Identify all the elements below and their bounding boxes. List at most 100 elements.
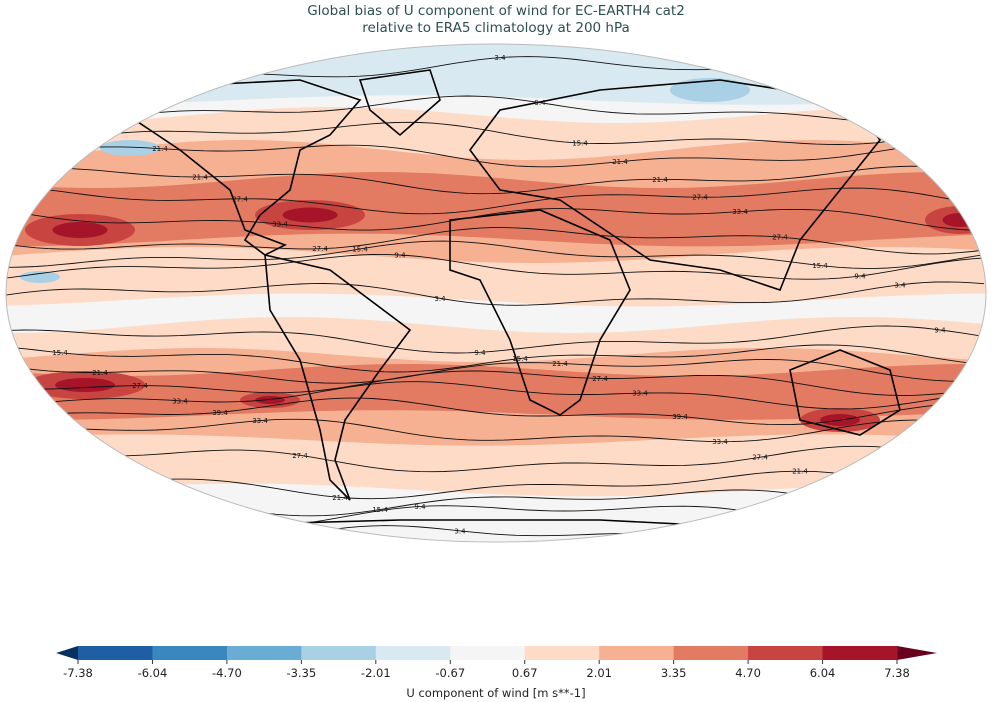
contour-line [6, 121, 985, 149]
colorbar-segment [524, 646, 600, 660]
contour-line [6, 370, 985, 396]
contour-label: 9.4 [934, 326, 946, 334]
contour-label: 15.4 [52, 349, 68, 357]
coastline-eurasia [469, 79, 882, 291]
colorbar-tick-label: -7.38 [63, 666, 93, 680]
bias-patch-max [282, 207, 338, 223]
contour-line [6, 397, 984, 426]
chart-title: Global bias of U component of wind for E… [0, 3, 992, 37]
contour-label: 21.4 [332, 494, 348, 502]
colorbar-over-arrow [897, 646, 937, 660]
contour-label: 27.4 [292, 452, 308, 460]
contour-label: 21.4 [652, 176, 668, 184]
contour-label: 21.4 [192, 173, 208, 181]
contour-label: 27.4 [312, 245, 328, 253]
contour-label: 3.4 [894, 281, 906, 289]
contour-line [6, 325, 985, 354]
contour-label: 3.4 [434, 295, 446, 303]
colorbar-tick-label: -2.01 [361, 666, 391, 680]
contour-label: 27.4 [232, 195, 248, 203]
contour-label: 15.4 [512, 355, 528, 363]
world-map: 3.4 9.4 15.4 21.4 21.4 21.4 21.4 27.4 27.4 33.4 33… [5, 43, 987, 543]
contour-line [6, 140, 985, 168]
contour-line [6, 445, 985, 473]
contour-label: 21.4 [552, 360, 568, 368]
contour-label: 33.4 [172, 397, 188, 405]
contour-label: 15.4 [572, 139, 588, 147]
colorbar-segment [375, 646, 451, 660]
colorbar-segment [673, 646, 749, 660]
contour-line [6, 227, 985, 255]
colorbar-tick-label: 7.38 [884, 666, 910, 680]
contour-label: 21.4 [612, 158, 628, 166]
colorbar-segment [748, 646, 824, 660]
colorbar-under-arrow [56, 646, 78, 660]
bias-band-sh-jet-core [6, 364, 986, 420]
bias-band-nh-jet-core [6, 172, 986, 247]
bias-patch-negative [100, 140, 160, 156]
contour-label: 21.4 [92, 369, 108, 377]
contour-label: 27.4 [132, 382, 148, 390]
colorbar-tick-label: -3.35 [286, 666, 316, 680]
contour-label: 33.4 [712, 438, 728, 446]
bias-patch-max [255, 396, 285, 404]
contour-label: 21.4 [792, 468, 808, 476]
bias-patch-negative [20, 271, 60, 283]
contour-label: 39.4 [212, 409, 228, 417]
colorbar-tick-label: -4.70 [212, 666, 242, 680]
contour-line [6, 95, 985, 124]
contour-line [6, 185, 985, 215]
bias-patch-negative [670, 78, 750, 102]
contour-label: 15.4 [352, 245, 368, 253]
coastline-south-america [264, 253, 412, 501]
colorbar-tick-label: 3.35 [661, 666, 687, 680]
contour-line [6, 281, 985, 306]
contour-label: 27.4 [592, 375, 608, 383]
coastline-greenland [358, 69, 441, 137]
colorbar-segment [301, 646, 377, 660]
contour-line [6, 418, 985, 443]
colorbar-segment [226, 646, 302, 660]
contour-label: 33.4 [732, 208, 748, 216]
contour-line [6, 381, 985, 410]
contour-label: 9.4 [474, 349, 486, 357]
colorbar-tick-label: 6.04 [810, 666, 836, 680]
colorbar-segment [152, 646, 228, 660]
title-line-2: relative to ERA5 climatology at 200 hPa [362, 20, 630, 36]
colorbar-segment [78, 646, 153, 660]
colorbar-tick-label: -0.67 [435, 666, 465, 680]
contour-label: 27.4 [692, 194, 708, 202]
colorbar: -7.38 -6.04 -4.70 -3.35 -2.01 -0.67 0.67 2.01 3.… [56, 646, 937, 700]
bias-patch-max [52, 222, 108, 238]
contour-label: 33.4 [252, 417, 268, 425]
contour-label: 21.4 [152, 145, 168, 153]
colorbar-tick-label: -6.04 [138, 666, 168, 680]
contour-label: 27.4 [772, 234, 788, 242]
contour-label: 9.4 [534, 99, 546, 107]
contour-line [6, 208, 985, 232]
contour-line [6, 344, 985, 373]
contour-label: 15.4 [372, 506, 388, 514]
colorbar-segment [450, 646, 526, 660]
contour-label: 3.4 [494, 54, 506, 62]
title-line-1: Global bias of U component of wind for E… [307, 3, 685, 19]
bias-patch-max [942, 213, 978, 227]
contour-line [6, 240, 985, 269]
colorbar-segment [822, 646, 898, 660]
contour-label: 39.4 [672, 413, 688, 421]
colorbar-segment [599, 646, 675, 660]
contour-label: 27.4 [752, 454, 768, 462]
contour-label: 9.4 [854, 272, 866, 280]
colorbar-tick-label: 0.67 [512, 666, 538, 680]
contour-label: 9.4 [414, 503, 426, 511]
contour-label: 33.4 [632, 390, 648, 398]
colorbar-label: U component of wind [m s**-1] [406, 686, 585, 700]
bias-band-arctic [6, 44, 986, 105]
contour-label: 33.4 [272, 221, 288, 229]
bias-patch-max [55, 378, 115, 392]
contour-line [6, 165, 985, 195]
contour-line [6, 525, 985, 542]
colorbar-tick-label: 4.70 [735, 666, 761, 680]
contour-label: 15.4 [812, 262, 828, 270]
coastline-north-america [118, 79, 362, 256]
